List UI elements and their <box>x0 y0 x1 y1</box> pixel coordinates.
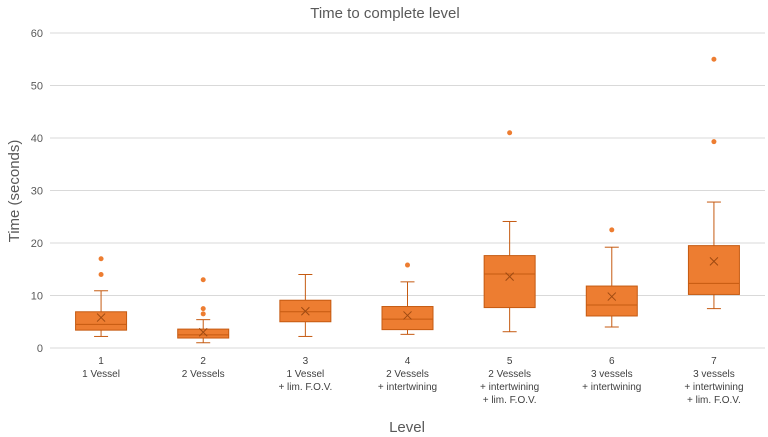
y-tick-label-0: 0 <box>37 343 43 355</box>
x-category-label-5: 5 2 Vessels + intertwining + lim. F.O.V. <box>480 356 539 406</box>
y-tick-label-50: 50 <box>31 81 43 93</box>
category-label-line: 2 Vessels <box>182 369 225 380</box>
category-label-line: 3 vessels <box>591 369 633 380</box>
box-level-2 <box>177 277 230 344</box>
interquartile-box <box>483 255 536 309</box>
mean-marker <box>607 292 617 301</box>
x-axis-title: Level <box>389 419 425 436</box>
interquartile-box <box>585 285 638 317</box>
mean-marker <box>301 306 310 316</box>
x-category-label-1: 1 1 Vessel <box>82 356 120 380</box>
box-level-4 <box>381 262 434 335</box>
x-category-label-6: 6 3 vessels + intertwining <box>582 356 641 393</box>
y-tick-label-40: 40 <box>31 133 43 145</box>
outlier-point <box>200 306 206 312</box>
mean-marker <box>709 257 719 266</box>
y-tick-label-30: 30 <box>31 186 43 198</box>
outlier-point <box>711 56 717 62</box>
category-label-line: 4 <box>405 356 411 367</box>
box-level-6 <box>585 227 638 328</box>
outlier-point <box>711 139 717 145</box>
y-tick-label-10: 10 <box>31 291 43 303</box>
mean-marker <box>198 327 208 337</box>
category-label-line: 7 <box>711 356 717 367</box>
category-label-line: 2 Vessels <box>488 369 531 380</box>
category-label-line: + lim. F.O.V. <box>483 395 537 406</box>
category-label-line: 3 vessels <box>693 369 735 380</box>
category-label-line: 3 <box>303 356 309 367</box>
mean-marker <box>505 272 514 281</box>
interquartile-box <box>381 306 434 331</box>
category-label-line: + intertwining <box>378 382 437 393</box>
x-category-label-2: 2 2 Vessels <box>182 356 225 380</box>
category-label-line: 1 <box>98 356 104 367</box>
x-category-label-3: 3 1 Vessel + lim. F.O.V. <box>278 356 332 393</box>
chart-title: Time to complete level <box>310 5 460 22</box>
category-label-line: 2 Vessels <box>386 369 429 380</box>
outlier-point <box>200 311 206 317</box>
outlier-point <box>200 277 206 283</box>
y-tick-label-20: 20 <box>31 238 43 250</box>
category-label-line: + intertwining <box>480 382 539 393</box>
category-label-line: 2 <box>200 356 206 367</box>
x-category-label-4: 4 2 Vessels + intertwining <box>378 356 437 393</box>
outlier-point <box>98 272 104 277</box>
interquartile-box <box>687 245 740 295</box>
category-label-line: + intertwining <box>684 382 743 393</box>
x-axis-category-labels: 1 1 Vessel 2 2 Vessels 3 1 Vessel + lim. F.O.V… <box>82 356 743 406</box>
mean-marker <box>96 313 106 322</box>
box-series <box>75 56 740 344</box>
box-level-3 <box>279 274 332 337</box>
x-category-label-7: 7 3 vessels + intertwining + lim. F.O.V. <box>684 356 743 406</box>
y-axis-tick-labels: 0 10 20 30 40 50 60 <box>31 28 43 355</box>
box-level-1 <box>75 256 128 337</box>
box-level-5 <box>483 130 536 333</box>
outlier-point <box>609 227 615 233</box>
category-label-line: + lim. F.O.V. <box>278 382 332 393</box>
mean-marker <box>403 311 412 320</box>
interquartile-box <box>177 328 230 339</box>
y-tick-label-60: 60 <box>31 28 43 40</box>
category-label-line: + lim. F.O.V. <box>687 395 741 406</box>
box-level-7 <box>687 56 740 310</box>
gridlines <box>50 32 765 349</box>
category-label-line: 6 <box>609 356 615 367</box>
outlier-point <box>405 262 410 268</box>
category-label-line: + intertwining <box>582 382 641 393</box>
category-label-line: 5 <box>507 356 513 367</box>
outlier-point <box>98 256 104 262</box>
y-axis-title: Time (seconds) <box>6 140 23 243</box>
category-label-line: 1 Vessel <box>82 369 120 380</box>
category-label-line: 1 Vessel <box>286 369 324 380</box>
interquartile-box <box>75 311 128 331</box>
outlier-point <box>507 130 513 136</box>
